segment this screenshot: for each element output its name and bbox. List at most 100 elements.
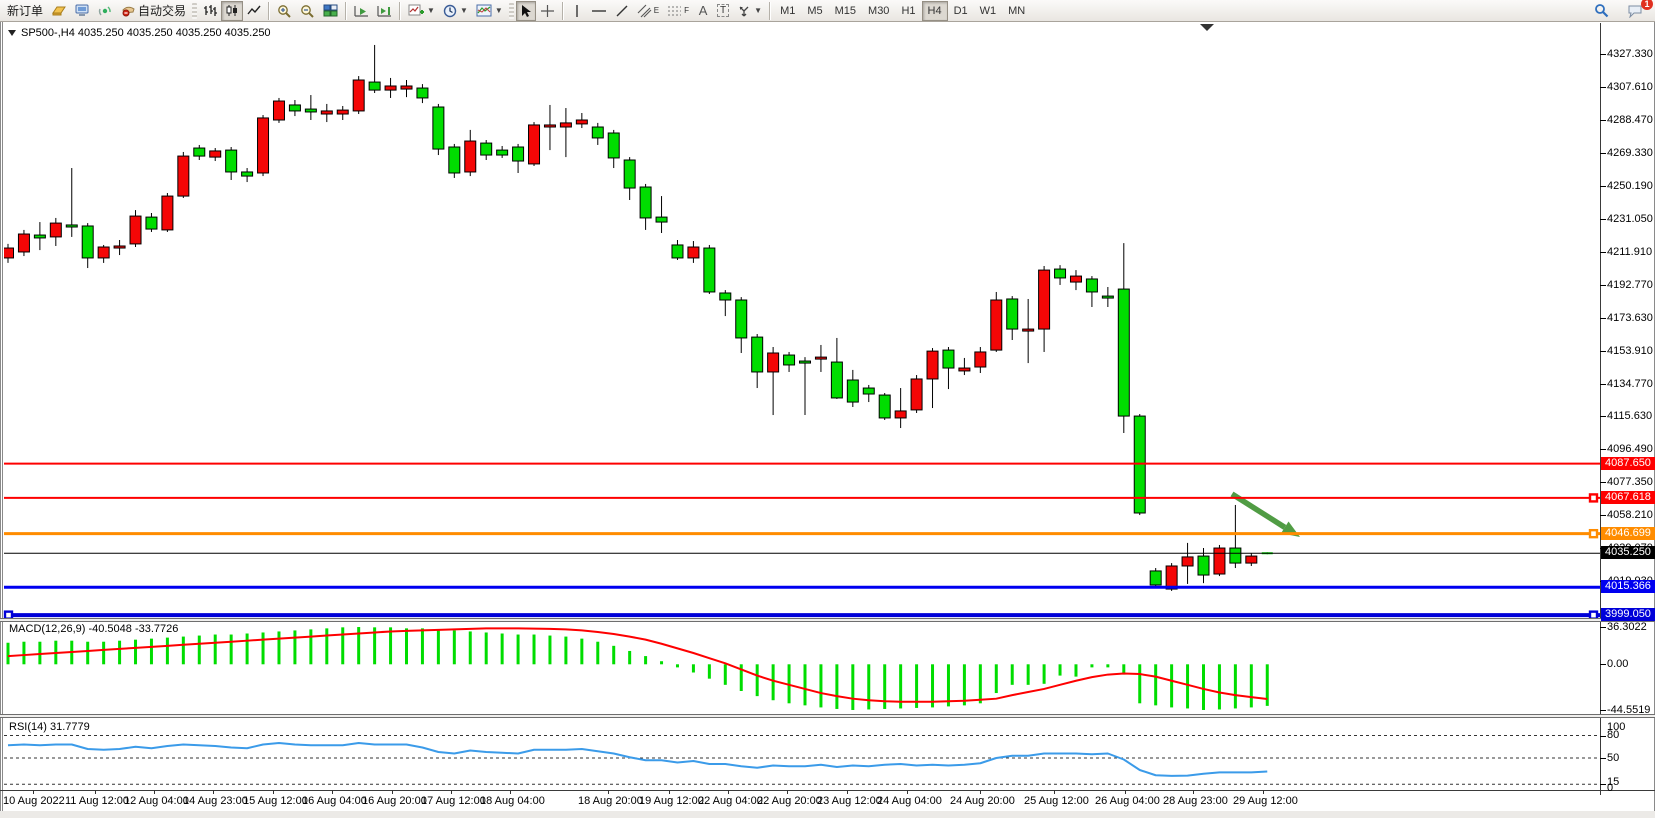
zoom-out-button[interactable]: [296, 1, 319, 21]
price-tick-mark: [1600, 416, 1606, 418]
chart-menu-arrow-icon[interactable]: [8, 30, 16, 36]
crosshair-tool-button[interactable]: [536, 1, 559, 21]
bottom-strip: [0, 811, 1655, 818]
hline-price-label-4087[interactable]: 4087.650: [1601, 456, 1655, 470]
timeframe-button-M5[interactable]: M5: [807, 4, 823, 17]
price-tick-label: 4250.190: [1607, 179, 1653, 192]
time-tick-mark: [669, 790, 670, 794]
price-tick-label: 4115.630: [1607, 410, 1653, 423]
hline-price-label-4015[interactable]: 4015.366: [1601, 580, 1655, 594]
hline-handle-right-4046.699[interactable]: [1588, 528, 1599, 539]
price-tick-label: 4327.330: [1607, 48, 1653, 60]
chart-shift-button[interactable]: [373, 1, 396, 21]
channel-tool-button[interactable]: E: [633, 1, 663, 21]
indicator-tick-mark: [1600, 735, 1606, 737]
bar-chart-type-button[interactable]: [199, 1, 221, 21]
indicator-tick-mark: [1600, 758, 1606, 759]
fibonacci-tool-button[interactable]: F: [663, 1, 693, 21]
templates-caret-icon[interactable]: ▼: [494, 6, 503, 15]
tile-windows-button[interactable]: [319, 1, 342, 21]
label-tool-letter: T: [717, 4, 730, 17]
time-axis-label: 22 Aug 04:00: [698, 795, 763, 807]
auto-scroll-button[interactable]: [350, 1, 373, 21]
timeframe-button-M1[interactable]: M1: [780, 4, 796, 17]
indicators-button[interactable]: ▼: [404, 1, 439, 21]
text-tool-button[interactable]: A: [693, 1, 713, 21]
macd-indicator-label: MACD(12,26,9) -40.5048 -33.7726: [9, 623, 179, 635]
toolbar-grip-2[interactable]: [508, 2, 514, 19]
timeframe-button-W1[interactable]: W1: [979, 4, 997, 17]
price-tick-label: 4269.330: [1607, 146, 1653, 159]
autotrading-button[interactable]: 自动交易: [117, 1, 190, 21]
monitor-icon: [75, 4, 90, 17]
price-tick-label: 4211.910: [1607, 245, 1653, 258]
zoom-in-button[interactable]: [273, 1, 296, 21]
label-tool-button[interactable]: T: [713, 1, 733, 21]
timeframe-button-D1[interactable]: D1: [953, 4, 968, 17]
hline-price-label-4046[interactable]: 4046.699: [1601, 526, 1655, 540]
periods-caret-icon[interactable]: ▼: [459, 6, 468, 15]
time-tick-mark: [33, 790, 34, 794]
timeframe-button-M15[interactable]: M15: [834, 4, 857, 17]
candlestick-chart-type-button[interactable]: [221, 0, 244, 21]
timeframe-button-H1[interactable]: H1: [901, 4, 916, 17]
cursor-tool-button[interactable]: [515, 0, 536, 21]
time-tick-mark: [213, 790, 214, 794]
market-watch-button[interactable]: [71, 1, 94, 21]
time-tick-mark: [451, 790, 452, 794]
price-tick-label: 4077.350: [1607, 476, 1653, 489]
macd-scale-zero: 0.00: [1607, 658, 1629, 670]
indicator-tick-mark: [1600, 664, 1606, 666]
chat-button[interactable]: 1: [1623, 0, 1653, 21]
arrows-icon: [737, 4, 751, 18]
horizontal-line-tool-button[interactable]: [587, 1, 611, 21]
indicator-tick-mark: [1600, 627, 1606, 629]
time-axis-label: 16 Aug 20:00: [362, 795, 427, 807]
vertical-line-tool-button[interactable]: [567, 1, 587, 21]
macd-scale-max: 36.3022: [1607, 621, 1647, 633]
time-axis-label: 18 Aug 20:00: [578, 795, 643, 807]
price-tick-mark: [1600, 482, 1606, 484]
search-button[interactable]: [1590, 1, 1613, 21]
signal-waves-icon: [98, 4, 113, 17]
indicator-tick-mark: [1600, 710, 1606, 712]
time-axis-label: 19 Aug 12:00: [639, 795, 704, 807]
line-chart-type-button[interactable]: [243, 1, 265, 21]
search-icon: [1594, 3, 1609, 18]
hline-price-label-4067[interactable]: 4067.618: [1601, 490, 1655, 504]
timeframe-button-M30[interactable]: M30: [868, 4, 890, 17]
gold-charts-icon-button[interactable]: [47, 1, 71, 21]
time-axis-label: 23 Aug 12:00: [817, 795, 882, 807]
autotrading-icon: [121, 4, 136, 17]
new-order-button[interactable]: 新订单: [3, 1, 47, 21]
periods-button[interactable]: ▼: [439, 1, 472, 21]
price-tick-label: 4134.770: [1607, 377, 1653, 390]
indicators-caret-icon[interactable]: ▼: [427, 6, 435, 15]
arrows-tool-button[interactable]: ▼: [733, 1, 766, 21]
arrows-caret-icon[interactable]: ▼: [754, 6, 763, 15]
templates-button[interactable]: ▼: [472, 1, 507, 21]
price-tick-label: 4307.610: [1607, 80, 1653, 93]
trendline-tool-button[interactable]: [611, 1, 633, 21]
macd-rsi-splitter[interactable]: [0, 714, 1655, 718]
price-tick-label: 4058.210: [1607, 509, 1653, 522]
rsi-scale-15: 15: [1607, 776, 1620, 788]
toolbar-grip[interactable]: [192, 2, 198, 19]
horizontal-line-icon: [591, 4, 607, 18]
hline-price-label-3999[interactable]: 3999.050: [1601, 608, 1655, 622]
ohlc-bars-icon: [203, 4, 218, 17]
timeframe-button-MN[interactable]: MN: [1008, 4, 1026, 17]
chart-macd-splitter[interactable]: [0, 618, 1655, 622]
chart-title-text: SP500-,H4 4035.250 4035.250 4035.250 403…: [21, 27, 271, 39]
hline-handle-right-4067.618[interactable]: [1588, 493, 1599, 503]
candlestick-icon: [225, 4, 239, 17]
gold-bar-icon: [51, 4, 67, 17]
signals-button[interactable]: [94, 1, 117, 21]
price-tick-label: 4153.910: [1607, 344, 1653, 357]
bid-price-label: 4035.250: [1601, 546, 1655, 560]
timeframe-buttons: M1 M5 M15 M30 H1 H4 D1 W1 MN: [774, 0, 1031, 21]
time-tick-mark: [273, 790, 274, 794]
timeframe-button-H4[interactable]: H4: [921, 0, 948, 21]
time-tick-mark: [787, 790, 788, 794]
